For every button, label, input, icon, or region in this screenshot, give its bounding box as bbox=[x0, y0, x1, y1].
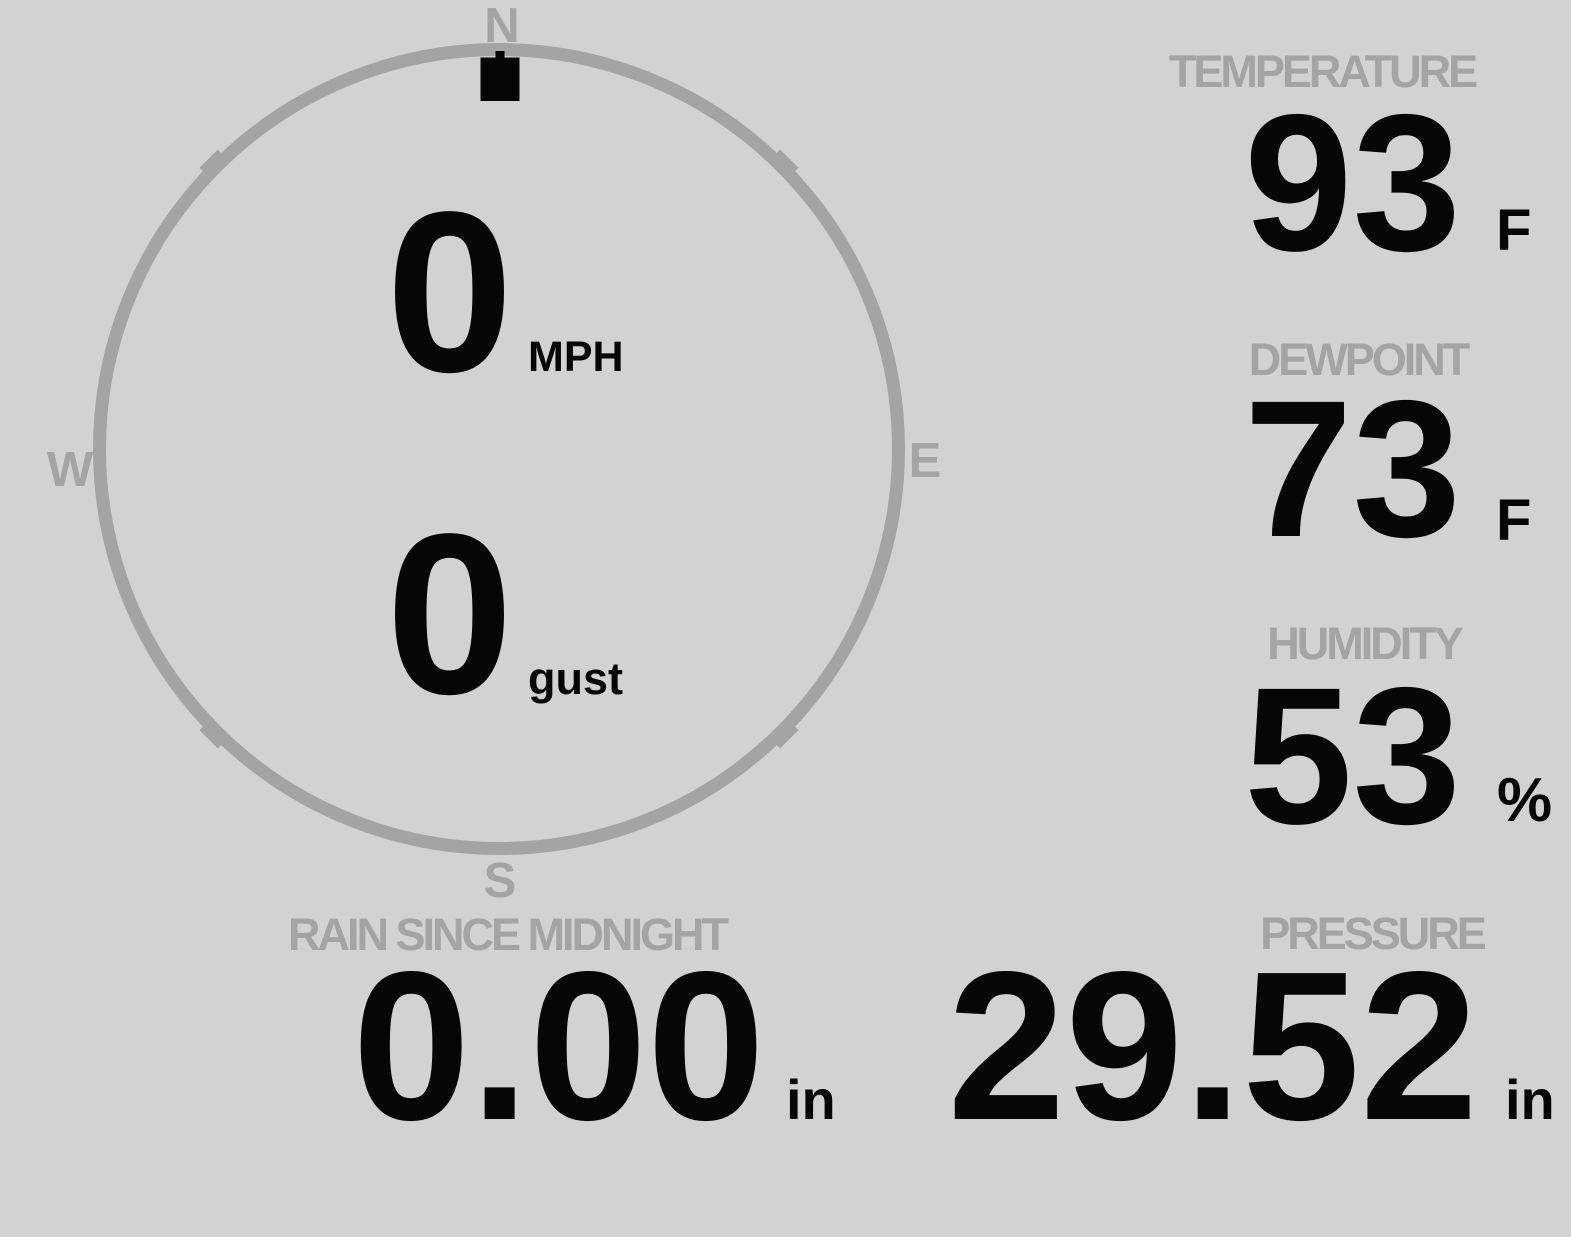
temperature-unit: F bbox=[1496, 198, 1532, 263]
wind-direction-indicator-icon bbox=[480, 51, 520, 101]
compass-label-south: S bbox=[483, 854, 517, 908]
compass-label-west: W bbox=[46, 443, 94, 497]
wind-speed-unit: MPH bbox=[528, 333, 624, 381]
humidity-value: 53 bbox=[1244, 647, 1461, 865]
wind-speed-value: 0 bbox=[386, 164, 514, 420]
compass-label-east: E bbox=[908, 434, 942, 488]
compass-tick-ne-icon bbox=[770, 149, 799, 178]
compass-tick-nw-icon bbox=[199, 149, 228, 178]
temperature-label: TEMPERATURE bbox=[1168, 46, 1478, 97]
dewpoint-unit: F bbox=[1496, 488, 1532, 553]
humidity-label: HUMIDITY bbox=[1267, 618, 1463, 669]
compass-tick-sw-icon bbox=[199, 720, 228, 749]
pressure-unit: in bbox=[1505, 1068, 1555, 1131]
pressure-value: 29.52 bbox=[947, 927, 1478, 1164]
temperature-value: 93 bbox=[1244, 74, 1461, 292]
rain-unit: in bbox=[786, 1068, 836, 1131]
wind-gust-unit: gust bbox=[528, 653, 623, 704]
rain-label: RAIN SINCE MIDNIGHT bbox=[288, 909, 729, 960]
wind-gust-value: 0 bbox=[386, 486, 514, 742]
compass-tick-se-icon bbox=[770, 720, 799, 749]
humidity-unit: % bbox=[1497, 766, 1553, 835]
dewpoint-label: DEWPOINT bbox=[1248, 334, 1470, 385]
pressure-label: PRESSURE bbox=[1260, 908, 1487, 959]
dewpoint-value: 73 bbox=[1244, 360, 1461, 578]
compass-label-north: N bbox=[484, 0, 520, 53]
rain-value: 0.00 bbox=[352, 927, 765, 1164]
compass-ring bbox=[93, 43, 905, 855]
